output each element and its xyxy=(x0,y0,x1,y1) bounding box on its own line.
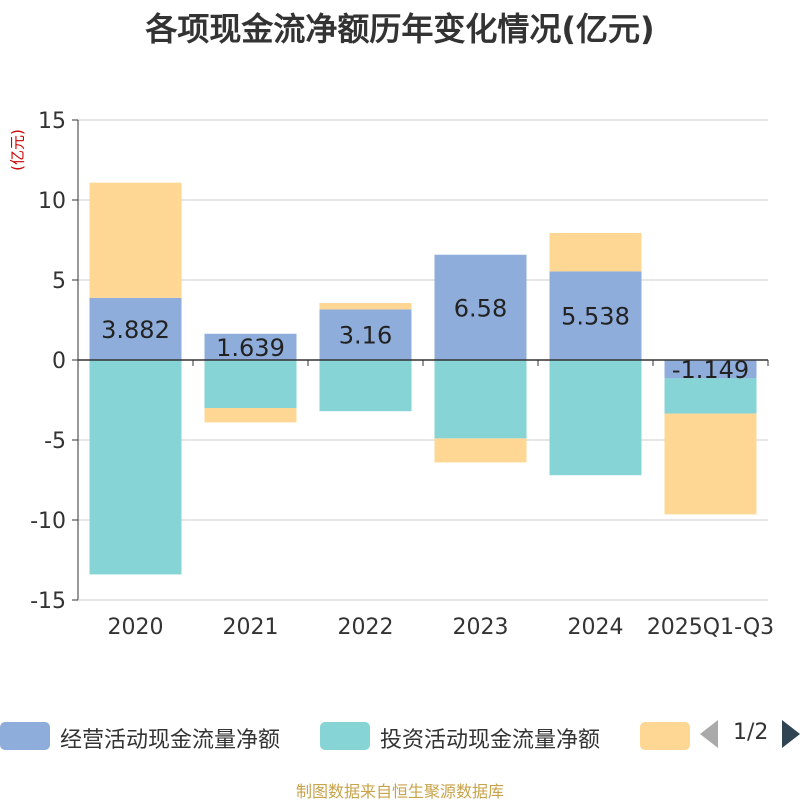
legend-swatch-operating xyxy=(0,722,50,750)
data-label-2020: 3.882 xyxy=(101,316,170,344)
bar-2021-series-0 xyxy=(204,333,297,360)
data-label-2022: 3.16 xyxy=(339,322,392,350)
x-tick-label: 2025Q1-Q3 xyxy=(647,615,774,640)
y-tick-label: 15 xyxy=(38,109,66,134)
x-tick-label: 2022 xyxy=(338,615,394,640)
legend-swatch-investing xyxy=(320,722,370,750)
bar-2023-series-2 xyxy=(434,438,527,463)
x-tick-label: 2021 xyxy=(223,615,279,640)
bar-2020-series-0 xyxy=(89,297,182,360)
bar-2024-series-2 xyxy=(549,232,642,272)
y-tick-label: -10 xyxy=(30,509,66,534)
bar-2021-series-2 xyxy=(204,408,297,423)
legend-label-investing: 投资活动现金流量净额 xyxy=(380,728,601,753)
bar-2020-series-2 xyxy=(89,182,182,298)
data-label-2023: 6.58 xyxy=(454,294,507,322)
legend: 经营活动现金流量净额 投资活动现金流量净额 1/2 xyxy=(0,712,800,756)
axes: 15 10 5 0 -5 -10 -15 2020 2021 2022 2023 2024 2025Q1… xyxy=(30,109,774,640)
legend-next-page-icon[interactable] xyxy=(782,720,800,748)
data-labels: 3.882 1.639 3.16 6.58 5.538 -1.149 xyxy=(101,294,749,384)
bar-2025Q1-Q3-series-1 xyxy=(664,378,757,414)
data-label-2024: 5.538 xyxy=(561,303,630,331)
bar-2023-series-0 xyxy=(434,254,527,360)
x-tick-label: 2023 xyxy=(453,615,509,640)
legend-prev-page-icon[interactable] xyxy=(700,720,718,748)
bar-2022-series-2 xyxy=(319,303,412,310)
chart-canvas: 15 10 5 0 -5 -10 -15 2020 2021 2022 2023 2024 2025Q1… xyxy=(30,109,774,640)
bars xyxy=(89,182,757,575)
bar-2025Q1-Q3-series-2 xyxy=(664,413,757,515)
y-tick-label: -15 xyxy=(30,589,66,614)
chart-title: 各项现金流净额历年变化情况(亿元) xyxy=(145,10,655,48)
data-label-2025Q1-Q3: -1.149 xyxy=(672,356,749,384)
x-tick-label: 2024 xyxy=(568,615,624,640)
y-tick-label: 10 xyxy=(38,189,66,214)
x-tick-label: 2020 xyxy=(108,615,164,640)
y-tick-label: 0 xyxy=(52,349,66,374)
bar-2022-series-0 xyxy=(319,309,412,360)
legend-page-indicator: 1/2 xyxy=(733,720,769,745)
bar-2020-series-1 xyxy=(89,360,182,575)
legend-swatch-third xyxy=(640,722,690,750)
bar-2023-series-1 xyxy=(434,360,527,439)
bar-2025Q1-Q3-series-0 xyxy=(664,360,757,379)
legend-label-operating: 经营活动现金流量净额 xyxy=(60,728,281,753)
bar-2024-series-0 xyxy=(549,271,642,360)
bar-2022-series-1 xyxy=(319,360,412,412)
data-label-2021: 1.639 xyxy=(216,334,285,362)
source-note: 制图数据来自恒生聚源数据库 xyxy=(295,782,504,801)
bar-2021-series-1 xyxy=(204,360,297,408)
y-tick-label: 5 xyxy=(52,269,66,294)
y-tick-label: -5 xyxy=(44,429,66,454)
bar-2024-series-1 xyxy=(549,360,642,476)
